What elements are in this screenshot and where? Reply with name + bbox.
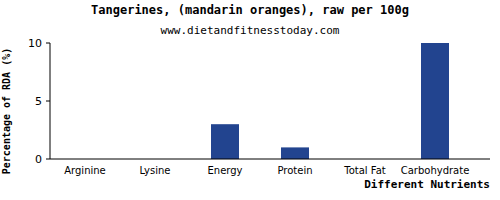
y-tick bbox=[46, 159, 50, 160]
bar bbox=[421, 43, 449, 159]
title: Tangerines, (mandarin oranges), raw per … bbox=[91, 3, 409, 17]
y-axis-label: Percentage of RDA (%) bbox=[1, 48, 12, 174]
x-axis bbox=[50, 159, 490, 160]
chart-svg: Tangerines, (mandarin oranges), raw per … bbox=[0, 0, 500, 200]
bar bbox=[281, 147, 309, 159]
x-tick-label: Protein bbox=[277, 165, 312, 176]
y-tick bbox=[46, 43, 50, 44]
x-tick-label: Arginine bbox=[64, 165, 106, 176]
chart-container: Tangerines, (mandarin oranges), raw per … bbox=[0, 0, 500, 200]
x-tick-label: Total Fat bbox=[343, 165, 385, 176]
x-tick-label: Carbohydrate bbox=[401, 165, 470, 176]
y-tick-label: 5 bbox=[35, 95, 42, 108]
subtitle: www.dietandfitnesstoday.com bbox=[161, 24, 340, 37]
y-tick-label: 10 bbox=[28, 37, 42, 50]
y-tick-label: 0 bbox=[35, 153, 42, 166]
x-axis-label: Different Nutrients bbox=[364, 178, 490, 191]
y-tick bbox=[46, 101, 50, 102]
bar bbox=[211, 124, 239, 159]
x-tick-label: Energy bbox=[207, 165, 242, 176]
x-tick-label: Lysine bbox=[139, 165, 170, 176]
bars bbox=[211, 43, 449, 159]
